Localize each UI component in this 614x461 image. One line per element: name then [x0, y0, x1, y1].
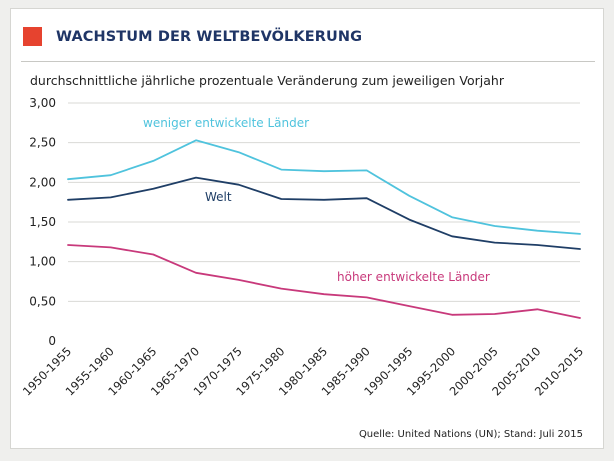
series-label: höher entwickelte Länder [337, 270, 490, 284]
series-line [67, 176, 581, 250]
series-label: Welt [205, 190, 232, 204]
series-lines [67, 139, 581, 319]
header-divider [21, 61, 595, 62]
series-label: weniger entwickelte Länder [143, 116, 309, 130]
y-axis-ticks: 0 0,50 1,00 1,50 2,00 2,50 3,00 [29, 96, 56, 348]
x-axis-ticks: 1950-19551955-19601960-19651965-19701970… [20, 344, 586, 398]
y-tick-label: 1,00 [29, 255, 56, 269]
y-tick-label: 3,00 [29, 96, 56, 110]
series-labels: weniger entwickelte Länder Welt höher entw… [143, 116, 490, 284]
accent-square [23, 27, 42, 46]
chart-title: WACHSTUM DER WELTBEVÖLKERUNG [56, 29, 363, 45]
y-tick-label: 2,50 [29, 136, 56, 150]
grid [68, 102, 580, 302]
series-line [67, 139, 581, 235]
y-tick-label: 1,50 [29, 215, 56, 229]
y-tick-label: 0 [48, 334, 56, 348]
series-line [67, 244, 581, 319]
chart-card: WACHSTUM DER WELTBEVÖLKERUNG durchschnit… [10, 8, 604, 449]
y-tick-label: 0,50 [29, 294, 56, 308]
y-tick-label: 2,00 [29, 175, 56, 189]
source-note: Quelle: United Nations (UN); Stand: Juli… [358, 429, 583, 440]
chart-subtitle: durchschnittliche jährliche prozentuale … [30, 73, 504, 88]
